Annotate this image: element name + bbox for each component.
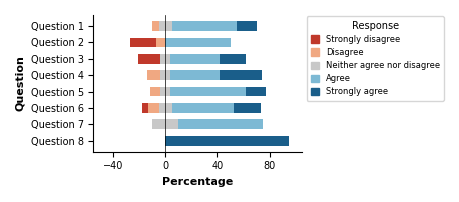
Bar xyxy=(170,70,220,80)
Bar xyxy=(160,54,165,64)
Bar xyxy=(165,70,170,80)
Bar xyxy=(130,38,156,47)
Bar xyxy=(172,21,237,31)
Bar xyxy=(147,70,160,80)
Bar xyxy=(156,38,165,47)
Bar xyxy=(165,21,172,31)
Bar xyxy=(159,21,165,31)
Bar xyxy=(246,87,266,96)
Bar xyxy=(150,87,160,96)
Bar xyxy=(159,103,165,113)
Bar xyxy=(138,54,160,64)
Y-axis label: Question: Question xyxy=(15,55,25,111)
Bar xyxy=(178,119,263,129)
Bar xyxy=(142,103,148,113)
Bar xyxy=(152,21,159,31)
Bar xyxy=(165,103,172,113)
Bar xyxy=(220,54,246,64)
Bar xyxy=(148,103,159,113)
Bar xyxy=(220,70,262,80)
Bar xyxy=(172,103,235,113)
Bar xyxy=(160,70,165,80)
Bar xyxy=(235,103,261,113)
Bar xyxy=(165,38,230,47)
Bar xyxy=(152,119,165,129)
X-axis label: Percentage: Percentage xyxy=(162,177,234,187)
Bar xyxy=(237,21,257,31)
Legend: Strongly disagree, Disagree, Neither agree nor disagree, Agree, Strongly agree: Strongly disagree, Disagree, Neither agr… xyxy=(307,16,444,101)
Bar xyxy=(165,136,289,145)
Bar xyxy=(160,87,165,96)
Bar xyxy=(170,87,246,96)
Bar xyxy=(170,54,220,64)
Bar xyxy=(165,54,170,64)
Bar xyxy=(165,119,178,129)
Bar xyxy=(165,87,170,96)
